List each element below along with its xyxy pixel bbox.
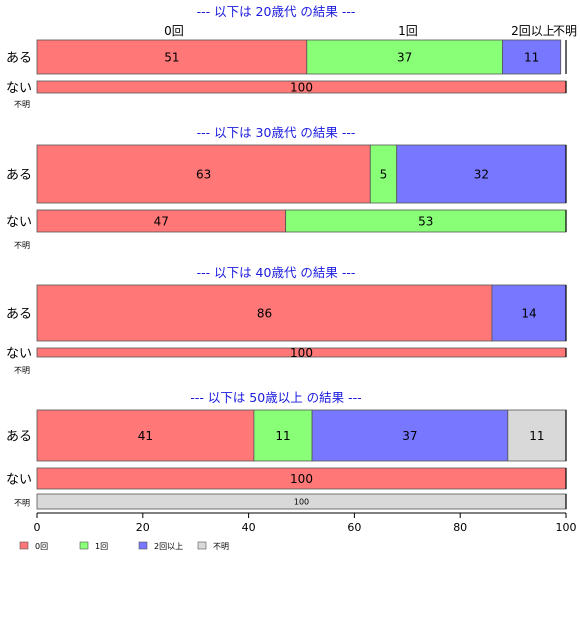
panel-title: --- 以下は 20歳代 の結果 --- [197,4,356,19]
row-label: ある [6,430,32,445]
top-category-label: 1回 [398,24,418,38]
row-label: ある [6,168,32,183]
legend-swatch [197,541,207,550]
x-tick-label: 100 [556,521,577,534]
row-label: ある [6,307,32,322]
bar-segment [36,144,371,204]
legend-item: 0回 [19,541,48,551]
row-label: ない [6,215,32,230]
legend-label: 1回 [95,542,108,551]
x-tick-label: 0 [34,521,41,534]
row-label: ない [6,81,32,96]
legend-item: 1回 [79,541,108,551]
row-label: ある [6,51,32,66]
row-label: ない [6,347,32,362]
row-label: 不明 [14,241,30,250]
data-label: 11 [529,429,544,443]
data-label: 100 [290,472,313,486]
data-label: 41 [138,429,153,443]
x-tick-label: 60 [347,521,361,534]
legend-item: 2回以上 [138,541,183,551]
panel-title: --- 以下は 40歳代 の結果 --- [197,265,356,280]
top-category-label: 不明 [553,24,577,38]
legend-label: 2回以上 [154,542,183,551]
row-label: 不明 [14,366,30,375]
row-label: ない [6,473,32,488]
bar-segment [507,409,567,462]
x-tick-label: 20 [136,521,150,534]
bar-segment [36,284,493,342]
panel-2: --- 以下は 30歳代 の結果 --- ある 63 5 32 ない 47 53 不明 [6,125,567,250]
data-label: 53 [418,215,433,229]
legend-swatch [19,541,29,550]
data-label: 51 [164,51,179,65]
bar-segment [36,409,255,462]
panel-4: --- 以下は 50歳以上 の結果 --- ある 41 11 37 11 ない 100 不明 10… [6,390,567,510]
bar-segment [396,144,567,204]
panel-1: --- 以下は 20歳代 の結果 --- ある 51 37 11 ない 100 不明 [6,4,567,109]
bar-segment [306,39,503,75]
x-tick-label: 40 [242,521,256,534]
data-label: 11 [275,429,290,443]
panel-title: --- 以下は 30歳代 の結果 --- [197,125,356,140]
panel-3: --- 以下は 40歳代 の結果 --- ある 86 14 ない 100 不明 [6,265,567,375]
data-label: 100 [290,81,313,95]
data-label: 5 [380,168,388,182]
x-tick-label: 80 [453,521,467,534]
data-label: 32 [474,168,489,182]
bar-segment [311,409,509,462]
data-label: 37 [397,51,412,65]
bar-segment [36,39,308,75]
data-label: 11 [524,51,539,65]
legend-label: 不明 [213,542,229,551]
legend-label: 0回 [35,542,48,551]
data-label: 47 [154,215,169,229]
data-label: 14 [521,307,536,321]
panel-title: --- 以下は 50歳以上 の結果 --- [190,390,361,405]
bar-segment [253,409,313,462]
legend-swatch [79,541,89,550]
data-label: 100 [290,346,313,360]
row-label: 不明 [14,100,30,109]
legend-item: 不明 [197,541,229,551]
data-label: 63 [196,168,211,182]
bar-segment [502,39,562,75]
top-category-label: 2回以上 [511,24,555,38]
bar-segment [369,144,398,204]
data-label: 37 [402,429,417,443]
top-category-label: 0回 [164,24,184,38]
data-label: 100 [294,498,309,507]
legend-swatch [138,541,148,550]
data-label: 86 [257,307,272,321]
row-label: 不明 [14,499,30,508]
